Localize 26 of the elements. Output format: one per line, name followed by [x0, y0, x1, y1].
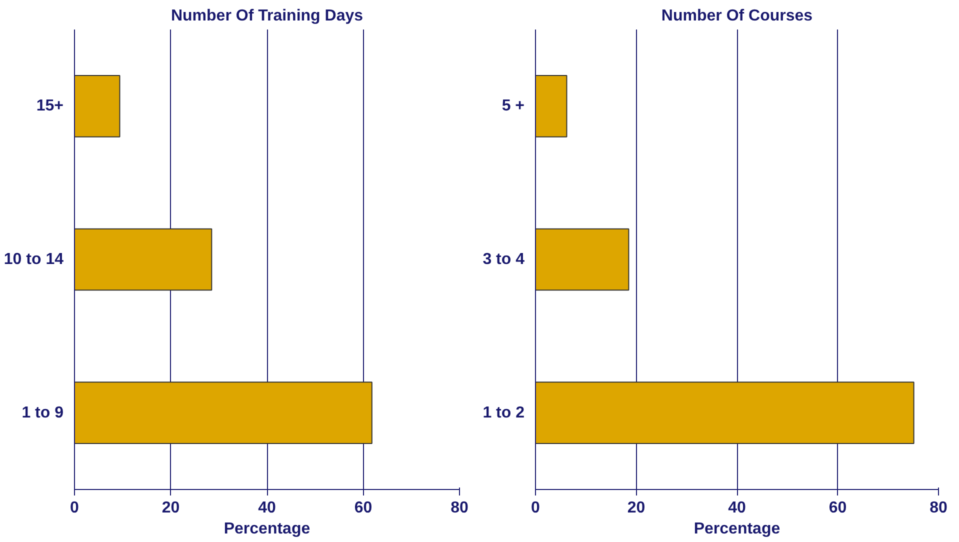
bar — [536, 228, 630, 291]
x-tick-label: 40 — [728, 500, 746, 516]
y-tick-label: 15+ — [36, 98, 64, 115]
x-tick-label: 20 — [162, 500, 180, 516]
y-tick-label: 5 + — [502, 98, 524, 115]
x-tick-label: 60 — [354, 500, 372, 516]
bar — [74, 382, 372, 444]
bar — [74, 75, 120, 138]
bar — [74, 228, 212, 291]
x-tick-label: 20 — [627, 500, 646, 516]
x-tick-label: 80 — [450, 500, 468, 516]
y-tick-label: 1 to 2 — [482, 404, 525, 422]
x-tick-label: 80 — [930, 500, 948, 516]
y-tick-label: 1 to 9 — [22, 404, 64, 422]
x-tick-label: 40 — [258, 500, 276, 516]
x-tick-label: 0 — [70, 500, 80, 516]
x-tick-label: 0 — [531, 500, 540, 516]
chart-title: Number Of Training Days — [170, 8, 364, 24]
bar — [536, 75, 568, 138]
y-tick-label: 10 to 14 — [4, 251, 64, 268]
x-axis-title: Percentage — [224, 520, 310, 538]
bar — [536, 382, 914, 444]
x-tick-label: 60 — [828, 500, 847, 516]
chart-title: Number Of Courses — [661, 8, 813, 24]
y-tick-label: 3 to 4 — [482, 251, 525, 268]
x-axis-title: Percentage — [694, 520, 780, 538]
